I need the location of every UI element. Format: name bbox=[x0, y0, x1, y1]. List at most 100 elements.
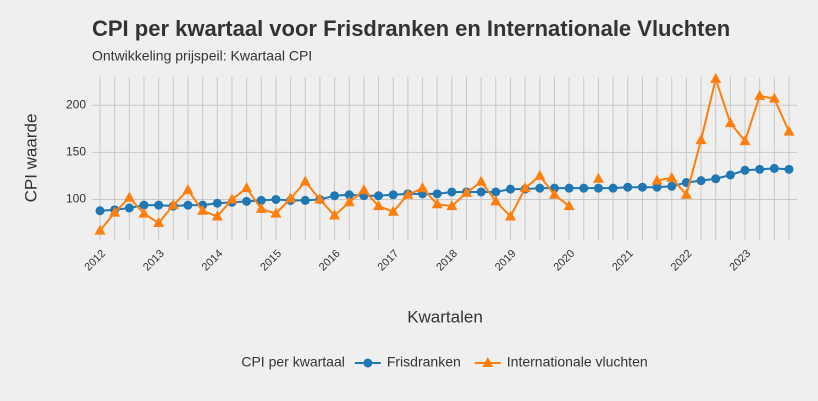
data-point bbox=[548, 188, 560, 199]
data-point bbox=[755, 164, 765, 174]
data-point bbox=[197, 204, 209, 215]
data-point bbox=[460, 186, 472, 197]
data-point bbox=[94, 224, 106, 235]
data-point bbox=[696, 176, 706, 186]
chart-title: CPI per kwartaal voor Frisdranken en Int… bbox=[92, 16, 730, 41]
data-point bbox=[476, 187, 486, 197]
legend-label: Frisdranken bbox=[387, 354, 461, 370]
data-point bbox=[124, 203, 134, 213]
data-point bbox=[651, 174, 663, 185]
data-point bbox=[270, 207, 282, 218]
data-point bbox=[490, 195, 502, 206]
data-point bbox=[564, 183, 574, 193]
x-tick-label: 2019 bbox=[493, 248, 519, 274]
data-point bbox=[535, 183, 545, 193]
data-point bbox=[711, 174, 721, 184]
x-tick-label: 2012 bbox=[82, 248, 108, 274]
data-point bbox=[579, 183, 589, 193]
data-point bbox=[330, 191, 340, 201]
data-point bbox=[563, 200, 575, 211]
x-tick-label: 2016 bbox=[317, 248, 343, 274]
data-point bbox=[271, 194, 281, 204]
data-point bbox=[373, 200, 385, 211]
data-point bbox=[329, 209, 341, 220]
data-point bbox=[608, 183, 618, 193]
data-point bbox=[212, 198, 222, 208]
data-point bbox=[680, 188, 692, 199]
data-point bbox=[154, 200, 164, 210]
data-point bbox=[374, 191, 384, 201]
x-tick-label: 2013 bbox=[141, 248, 167, 274]
data-point bbox=[784, 164, 794, 174]
data-point bbox=[300, 195, 310, 205]
data-point bbox=[183, 200, 193, 210]
data-point bbox=[242, 196, 252, 206]
data-point bbox=[285, 192, 297, 203]
x-tick-label: 2020 bbox=[551, 248, 577, 274]
data-point bbox=[652, 182, 662, 192]
data-point bbox=[593, 183, 603, 193]
data-point bbox=[182, 184, 194, 195]
y-tick-label: 200 bbox=[66, 97, 86, 111]
data-point bbox=[343, 196, 355, 207]
data-point bbox=[592, 172, 604, 183]
y-axis-title: CPI waarde bbox=[21, 114, 40, 203]
data-point bbox=[504, 210, 516, 221]
data-point bbox=[358, 184, 370, 195]
data-point bbox=[314, 193, 326, 204]
chart-subtitle: Ontwikkeling prijspeil: Kwartaal CPI bbox=[92, 48, 312, 64]
data-point bbox=[363, 358, 373, 368]
data-point bbox=[387, 205, 399, 216]
data-point bbox=[432, 189, 442, 199]
data-point bbox=[637, 182, 647, 192]
y-tick-label: 100 bbox=[66, 192, 86, 206]
data-point bbox=[255, 202, 267, 213]
x-tick-label: 2017 bbox=[376, 248, 402, 274]
data-point bbox=[299, 175, 311, 186]
x-tick-label: 2022 bbox=[669, 248, 695, 274]
x-tick-label: 2018 bbox=[434, 248, 460, 274]
data-point bbox=[417, 182, 429, 193]
data-point bbox=[95, 206, 105, 216]
legend-item: Frisdranken bbox=[354, 354, 461, 370]
data-point bbox=[754, 89, 766, 100]
legend-item: Internationale vluchten bbox=[474, 354, 648, 370]
data-point bbox=[482, 357, 494, 367]
data-point bbox=[241, 182, 253, 193]
data-point bbox=[431, 198, 443, 209]
x-tick-label: 2014 bbox=[200, 248, 226, 274]
data-point bbox=[534, 169, 546, 180]
data-point bbox=[109, 206, 121, 217]
data-point bbox=[167, 199, 179, 210]
x-axis-title: Kwartalen bbox=[407, 307, 483, 326]
data-point bbox=[505, 184, 515, 194]
data-point bbox=[256, 195, 266, 205]
data-point bbox=[739, 135, 751, 146]
data-point bbox=[139, 200, 149, 210]
data-point bbox=[623, 182, 633, 192]
legend-title: CPI per kwartaal bbox=[241, 354, 344, 370]
data-point bbox=[402, 188, 414, 199]
data-point bbox=[123, 191, 135, 202]
data-point bbox=[666, 171, 678, 182]
x-tick-label: 2023 bbox=[727, 248, 753, 274]
data-point bbox=[519, 182, 531, 193]
y-tick-label: 150 bbox=[66, 145, 86, 159]
data-point bbox=[138, 207, 150, 218]
data-point bbox=[447, 187, 457, 197]
legend-label: Internationale vluchten bbox=[507, 354, 648, 370]
data-point bbox=[226, 193, 238, 204]
data-point bbox=[344, 190, 354, 200]
data-point bbox=[153, 217, 165, 228]
data-point bbox=[740, 165, 750, 175]
data-point bbox=[695, 134, 707, 145]
data-point bbox=[446, 200, 458, 211]
data-point bbox=[211, 210, 223, 221]
x-tick-label: 2015 bbox=[258, 248, 284, 274]
data-point bbox=[768, 92, 780, 103]
data-point bbox=[710, 72, 722, 83]
data-point bbox=[725, 170, 735, 180]
x-tick-label: 2021 bbox=[610, 248, 636, 274]
data-point bbox=[667, 181, 677, 191]
